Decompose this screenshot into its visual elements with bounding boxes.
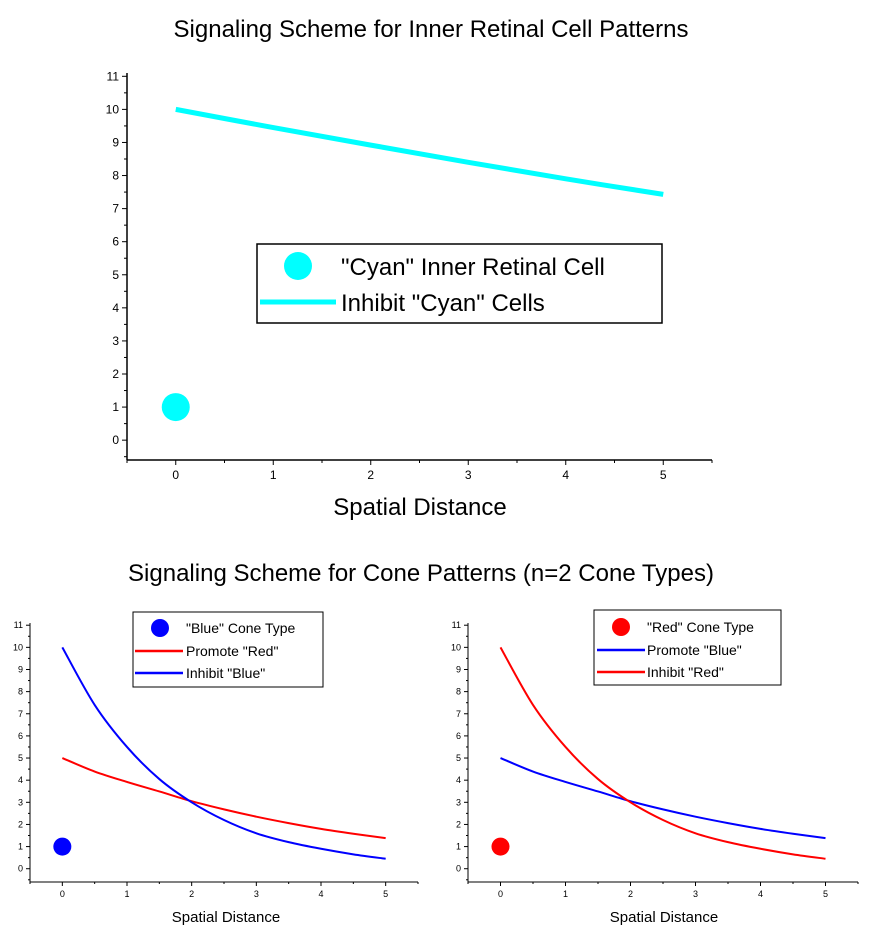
y-tick-label: 3: [456, 797, 461, 807]
x-tick-label: 2: [628, 889, 633, 899]
x-tick-label: 0: [172, 468, 179, 482]
y-tick-label: 6: [112, 235, 119, 249]
y-tick-label: 3: [112, 334, 119, 348]
x-tick-label: 4: [318, 889, 323, 899]
x-tick-label: 3: [693, 889, 698, 899]
data-point-marker: [53, 837, 72, 856]
x-tick-label: 1: [563, 889, 568, 899]
plot-marks: [53, 646, 386, 860]
y-tick-label: 3: [18, 797, 23, 807]
y-tick-label: 9: [18, 664, 23, 674]
series-line-1: [61, 757, 386, 840]
legend-label-inhibit-red: Inhibit "Red": [647, 664, 724, 680]
y-tick-label: 2: [456, 819, 461, 829]
data-point-marker: [161, 393, 190, 422]
x-tick-label: 3: [465, 468, 472, 482]
x-tick-label: 5: [823, 889, 828, 899]
legend-label-promote-blue: Promote "Blue": [647, 642, 742, 658]
series-line-2: [61, 646, 386, 860]
legend-label-blue-cone: "Blue" Cone Type: [186, 620, 296, 636]
y-tick-label: 1: [18, 842, 23, 852]
y-tick-label: 2: [112, 367, 119, 381]
y-tick-label: 8: [456, 687, 461, 697]
inner-retinal-chart: Signaling Scheme for Inner Retinal Cell …: [106, 16, 713, 521]
legend-red-marker: [612, 618, 630, 636]
y-tick-label: 0: [456, 864, 461, 874]
x-tick-label: 2: [367, 468, 374, 482]
legend-label-red-cone: "Red" Cone Type: [647, 619, 754, 635]
y-tick-label: 11: [107, 69, 120, 83]
y-tick-label: 2: [18, 819, 23, 829]
legend: "Cyan" Inner Retinal Cell Inhibit "Cyan"…: [256, 243, 663, 324]
x-tick-label: 1: [270, 468, 277, 482]
blue-cone-chart: 0 1 2 3 4 5 0 1 2 3 4 5 6 7 8 9 10 11 Spatial Distance "B…: [13, 611, 419, 926]
y-tick-label: 5: [112, 268, 119, 282]
plot-marks: [161, 106, 664, 422]
y-tick-label: 11: [452, 620, 461, 630]
y-tick-label: 7: [18, 709, 23, 719]
legend-label-inhibit-cyan: Inhibit "Cyan" Cells: [341, 290, 545, 317]
y-tick-label: 7: [456, 709, 461, 719]
legend-label-inhibit-blue: Inhibit "Blue": [186, 665, 265, 681]
y-tick-label: 5: [18, 753, 23, 763]
x-tick-label: 2: [189, 889, 194, 899]
axes: 0 1 2 3 4 5 0 1 2 3 4 5 6 7 8 9 10 11: [451, 620, 859, 899]
series-line-1: [500, 757, 826, 840]
y-tick-label: 4: [112, 301, 119, 315]
y-tick-label: 0: [112, 433, 119, 447]
y-tick-label: 8: [18, 687, 23, 697]
plot-marks: [491, 646, 826, 860]
y-tick-label: 5: [456, 753, 461, 763]
legend-label-promote-red: Promote "Red": [186, 643, 278, 659]
x-tick-label: 0: [498, 889, 503, 899]
axes: 0 1 2 3 4 5 0 1 2 3 4 5 6 7 8 9 10 11: [13, 620, 419, 899]
x-tick-label: 0: [60, 889, 65, 899]
y-tick-label: 8: [112, 169, 119, 183]
y-tick-label: 6: [18, 731, 23, 741]
x-tick-label: 1: [124, 889, 129, 899]
y-tick-label: 7: [112, 202, 119, 216]
y-tick-label: 1: [112, 400, 119, 414]
x-tick-label: 5: [383, 889, 388, 899]
x-tick-label: 3: [254, 889, 259, 899]
y-tick-label: 10: [451, 642, 461, 652]
axes: 0 1 2 3 4 5 0 1 2 3 4 5 6 7 8 9 10 11: [106, 69, 713, 482]
y-tick-label: 9: [112, 135, 119, 149]
series-line-2: [499, 646, 826, 860]
legend: "Blue" Cone Type Promote "Red" Inhibit "…: [132, 611, 324, 688]
legend-label-cyan-cell: "Cyan" Inner Retinal Cell: [341, 254, 605, 281]
red-cone-chart: 0 1 2 3 4 5 0 1 2 3 4 5 6 7 8 9 10 11 Spatial Distance "R…: [451, 609, 859, 926]
x-axis-label: Spatial Distance: [172, 909, 280, 926]
y-tick-label: 4: [456, 775, 461, 785]
chart-title: Signaling Scheme for Inner Retinal Cell …: [174, 16, 689, 43]
y-tick-label: 11: [14, 620, 23, 630]
x-tick-label: 4: [562, 468, 569, 482]
y-tick-label: 9: [456, 664, 461, 674]
data-point-marker: [491, 837, 510, 856]
x-axis-label: Spatial Distance: [333, 494, 506, 521]
x-tick-label: 4: [758, 889, 763, 899]
legend-box: [256, 243, 663, 324]
legend-blue-marker: [151, 619, 169, 637]
x-tick-label: 5: [660, 468, 667, 482]
y-tick-label: 6: [456, 731, 461, 741]
section-title: Signaling Scheme for Cone Patterns (n=2 …: [128, 560, 714, 587]
x-axis-label: Spatial Distance: [610, 909, 718, 926]
y-tick-label: 0: [18, 864, 23, 874]
y-tick-label: 1: [456, 842, 461, 852]
y-tick-label: 4: [18, 775, 23, 785]
series-line-1: [175, 106, 664, 197]
legend-cyan-marker: [284, 252, 312, 280]
legend: "Red" Cone Type Promote "Blue" Inhibit "…: [593, 609, 782, 686]
y-tick-label: 10: [106, 102, 120, 116]
y-tick-label: 10: [13, 642, 23, 652]
